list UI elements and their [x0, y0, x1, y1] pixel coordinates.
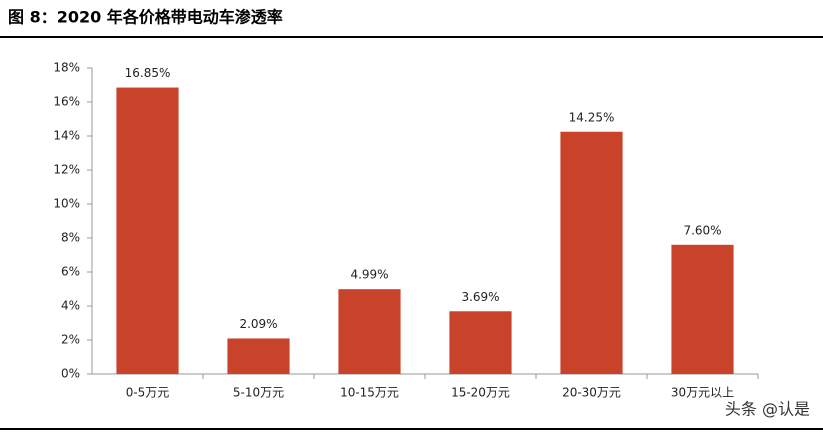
bar: [227, 338, 290, 374]
bar: [449, 311, 512, 374]
y-tick-label: 14%: [53, 129, 80, 143]
value-label: 14.25%: [569, 110, 615, 124]
bar: [116, 87, 179, 375]
y-tick-label: 4%: [61, 299, 80, 313]
value-label: 16.85%: [125, 66, 171, 80]
y-tick-label: 12%: [53, 163, 80, 177]
bar: [560, 131, 623, 374]
x-tick-label: 15-20万元: [451, 386, 510, 400]
x-tick-label: 30万元以上: [671, 386, 734, 400]
x-tick-label: 10-15万元: [340, 386, 399, 400]
chart-title: 图 8：2020 年各价格带电动车渗透率: [8, 8, 283, 27]
x-tick-label: 0-5万元: [126, 386, 170, 400]
value-label: 3.69%: [461, 290, 499, 304]
x-tick-label: 5-10万元: [233, 386, 284, 400]
y-tick-label: 10%: [53, 197, 80, 211]
value-label: 4.99%: [350, 268, 388, 282]
value-label: 7.60%: [683, 223, 721, 237]
y-tick-label: 16%: [53, 95, 80, 109]
value-label: 2.09%: [239, 317, 277, 331]
x-tick-label: 20-30万元: [562, 386, 621, 400]
bar: [338, 289, 401, 374]
bar: [671, 244, 734, 374]
y-tick-label: 18%: [53, 61, 80, 75]
y-tick-label: 6%: [61, 265, 80, 279]
y-tick-label: 2%: [61, 333, 80, 347]
y-tick-label: 0%: [61, 367, 80, 381]
y-tick-label: 8%: [61, 231, 80, 245]
watermark: 头条 @认是: [725, 400, 810, 419]
